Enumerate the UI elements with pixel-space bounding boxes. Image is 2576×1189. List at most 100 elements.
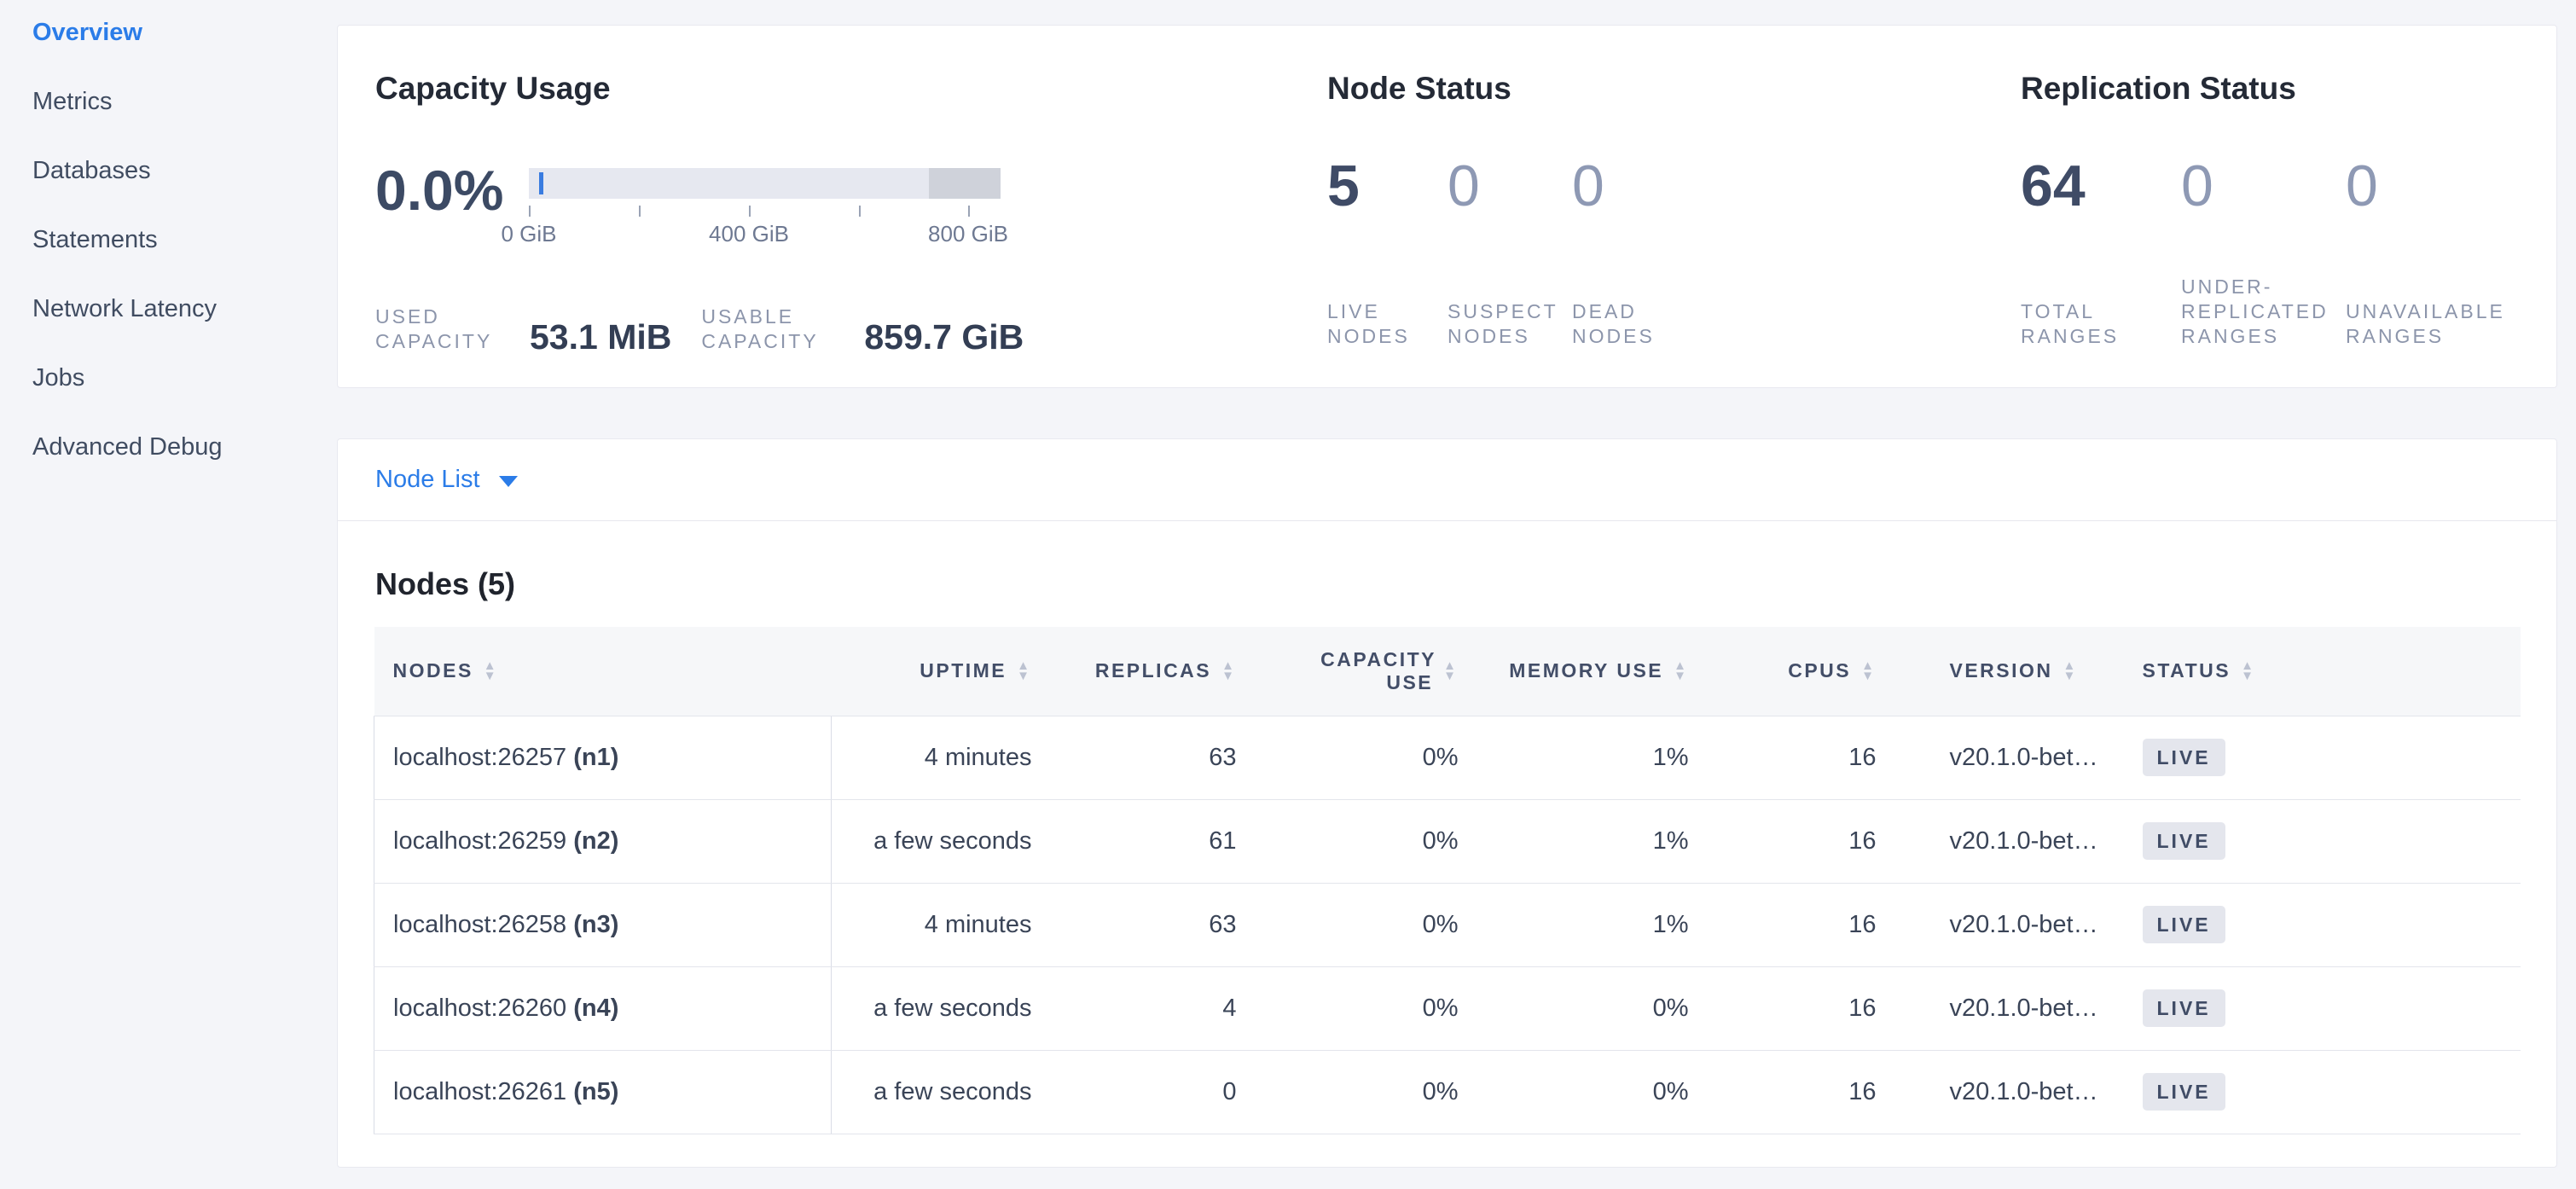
- usable-capacity-label: USABLE CAPACITY: [701, 305, 819, 352]
- node-cpus: 16: [1724, 716, 1912, 800]
- sort-icon[interactable]: ▲ ▼: [1861, 658, 1877, 683]
- live-nodes-stat: 5 LIVE NODES: [1327, 157, 1448, 349]
- node-replicas: 4: [1067, 966, 1273, 1051]
- capacity-gauge-axis-labels: 0 GiB 400 GiB 800 GiB: [501, 221, 1007, 250]
- node-list-header: Node List: [338, 439, 2556, 521]
- nodes-table-title: Nodes (5): [375, 566, 516, 601]
- column-header-cpus[interactable]: CPUS ▲ ▼: [1724, 627, 1912, 716]
- node-capacity-use: 0%: [1272, 966, 1494, 1051]
- table-row[interactable]: localhost:26259 (n2) a few seconds 61 0%…: [374, 799, 2521, 884]
- sidebar-item-metrics[interactable]: Metrics: [32, 88, 113, 115]
- column-header-replicas[interactable]: REPLICAS ▲ ▼: [1067, 627, 1273, 716]
- dead-nodes-label: DEAD NODES: [1572, 300, 1655, 347]
- sidebar-item-network-latency[interactable]: Network Latency: [32, 295, 217, 322]
- axis-label-400gib: 400 GiB: [709, 221, 789, 246]
- dead-nodes-value: 0: [1572, 154, 1604, 218]
- total-ranges-label: TOTAL RANGES: [2021, 300, 2120, 347]
- node-replicas: 0: [1067, 1050, 1273, 1134]
- node-uptime: 4 minutes: [831, 716, 1068, 800]
- capacity-gauge-reserved-segment: [928, 168, 1001, 199]
- sort-icon[interactable]: ▲ ▼: [1443, 658, 1459, 683]
- node-id: (n1): [573, 743, 619, 771]
- node-cpus: 16: [1724, 966, 1912, 1051]
- node-capacity-use: 0%: [1272, 1050, 1494, 1134]
- sort-icon[interactable]: ▲ ▼: [1221, 658, 1237, 683]
- capacity-usage-title: Capacity Usage: [375, 71, 611, 106]
- node-list-body: Nodes (5) NODES ▲ ▼ UPTIME ▲ ▼: [338, 566, 2556, 1134]
- capacity-gauge-used-marker: [539, 172, 543, 194]
- node-version: v20.1.0-bet…: [1912, 1050, 2109, 1134]
- axis-label-800gib: 800 GiB: [928, 221, 1008, 246]
- capacity-percent-value: 0.0%: [375, 159, 504, 222]
- node-capacity-use: 0%: [1272, 799, 1494, 884]
- suspect-nodes-value: 0: [1448, 154, 1480, 218]
- chevron-down-icon: [498, 476, 518, 487]
- sidebar-item-overview[interactable]: Overview: [32, 19, 142, 46]
- live-nodes-label: LIVE NODES: [1327, 300, 1410, 347]
- node-address: localhost:26261: [393, 1077, 567, 1105]
- sidebar-item-jobs[interactable]: Jobs: [32, 364, 85, 392]
- usable-capacity-stat: USABLE CAPACITY 859.7 GiB: [671, 304, 1024, 355]
- total-ranges-value: 64: [2021, 154, 2086, 218]
- table-row[interactable]: localhost:26261 (n5) a few seconds 0 0% …: [374, 1050, 2521, 1134]
- status-badge: LIVE: [2142, 739, 2225, 776]
- node-uptime: a few seconds: [831, 799, 1068, 884]
- main-content: Capacity Usage 0.0%: [337, 0, 2576, 1189]
- node-cpus: 16: [1724, 799, 1912, 884]
- node-memory-use: 0%: [1494, 966, 1725, 1051]
- status-badge: LIVE: [2142, 906, 2225, 943]
- node-uptime: a few seconds: [831, 1050, 1068, 1134]
- dead-nodes-stat: 0 DEAD NODES: [1572, 154, 1709, 349]
- column-header-status[interactable]: STATUS ▲ ▼: [2108, 627, 2521, 716]
- node-capacity-use: 0%: [1272, 716, 1494, 800]
- node-version: v20.1.0-bet…: [1912, 799, 2109, 884]
- under-replicated-ranges-label: UNDER-REPLICATED RANGES: [2181, 276, 2329, 347]
- sort-icon[interactable]: ▲ ▼: [1674, 658, 1689, 683]
- sort-icon[interactable]: ▲ ▼: [1017, 658, 1032, 683]
- node-replicas: 61: [1067, 799, 1273, 884]
- status-badge: LIVE: [2142, 1073, 2225, 1111]
- column-header-capacity-use[interactable]: CAPACITY USE ▲ ▼: [1272, 627, 1494, 716]
- sidebar-item-advanced-debug[interactable]: Advanced Debug: [32, 433, 223, 461]
- sidebar-item-statements[interactable]: Statements: [32, 226, 158, 253]
- node-list-card: Node List Nodes (5) NODES ▲ ▼: [337, 438, 2557, 1168]
- node-replicas: 63: [1067, 716, 1273, 800]
- suspect-nodes-label: SUSPECT NODES: [1448, 300, 1558, 347]
- sort-icon[interactable]: ▲ ▼: [2241, 658, 2256, 683]
- under-replicated-ranges-stat: 0 UNDER-REPLICATED RANGES: [2181, 157, 2346, 349]
- axis-label-0gib: 0 GiB: [501, 221, 557, 246]
- unavailable-ranges-label: UNAVAILABLE RANGES: [2346, 300, 2505, 347]
- total-ranges-stat: 64 TOTAL RANGES: [2021, 154, 2181, 349]
- node-memory-use: 1%: [1494, 883, 1725, 967]
- node-memory-use: 1%: [1494, 716, 1725, 800]
- unavailable-ranges-stat: 0 UNAVAILABLE RANGES: [2346, 157, 2542, 349]
- sidebar-item-databases[interactable]: Databases: [32, 157, 151, 184]
- used-capacity-label: USED CAPACITY: [375, 305, 493, 352]
- node-address: localhost:26260: [393, 994, 567, 1022]
- column-header-uptime[interactable]: UPTIME ▲ ▼: [831, 627, 1068, 716]
- table-row[interactable]: localhost:26260 (n4) a few seconds 4 0% …: [374, 966, 2521, 1051]
- status-badge: LIVE: [2142, 822, 2225, 860]
- node-version: v20.1.0-bet…: [1912, 716, 2109, 800]
- node-status-title: Node Status: [1327, 71, 1511, 106]
- capacity-gauge-ticks: [529, 204, 970, 218]
- used-capacity-stat: USED CAPACITY 53.1 MiB: [375, 304, 671, 355]
- column-header-version[interactable]: VERSION ▲ ▼: [1912, 627, 2109, 716]
- column-header-memory-use[interactable]: MEMORY USE ▲ ▼: [1494, 627, 1725, 716]
- node-cpus: 16: [1724, 1050, 1912, 1134]
- sort-icon[interactable]: ▲ ▼: [2063, 658, 2078, 683]
- node-list-dropdown[interactable]: Node List: [375, 466, 518, 494]
- column-header-nodes[interactable]: NODES ▲ ▼: [374, 627, 832, 716]
- sort-icon[interactable]: ▲ ▼: [483, 658, 499, 683]
- capacity-gauge-bar: [529, 168, 1001, 199]
- table-row[interactable]: localhost:26257 (n1) 4 minutes 63 0% 1% …: [374, 716, 2521, 800]
- node-address: localhost:26258: [393, 910, 567, 938]
- table-row[interactable]: localhost:26258 (n3) 4 minutes 63 0% 1% …: [374, 883, 2521, 967]
- sidebar: Overview Metrics Databases Statements Ne…: [0, 0, 337, 1189]
- node-id: (n4): [573, 994, 619, 1022]
- node-list-dropdown-label: Node List: [375, 466, 480, 493]
- node-uptime: 4 minutes: [831, 883, 1068, 967]
- node-capacity-use: 0%: [1272, 883, 1494, 967]
- suspect-nodes-stat: 0 SUSPECT NODES: [1448, 154, 1572, 349]
- node-version: v20.1.0-bet…: [1912, 966, 2109, 1051]
